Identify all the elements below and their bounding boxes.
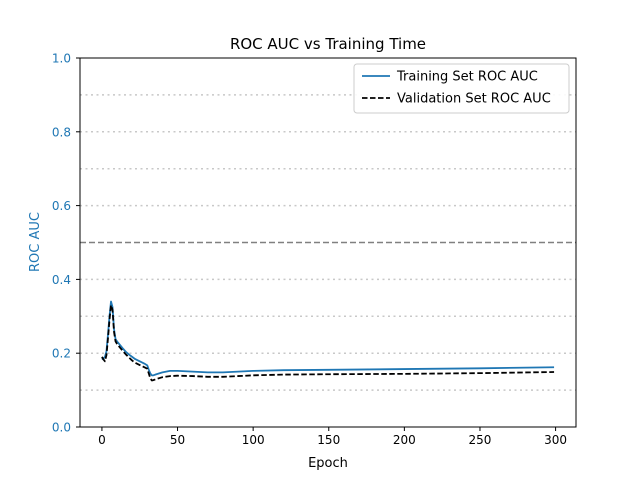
series-line-validation: [101, 304, 555, 382]
y-tick-label: 0.4: [52, 273, 71, 287]
y-tick-label: 0.2: [52, 347, 71, 361]
legend-label-training: Training Set ROC AUC: [396, 70, 538, 85]
grid-lines: [80, 94, 576, 391]
legend-label-validation: Validation Set ROC AUC: [397, 92, 551, 107]
y-tick-label: 0.0: [52, 421, 71, 435]
y-tick-label: 0.6: [52, 199, 71, 213]
plot-frame: [79, 57, 577, 428]
y-tick-label: 1.0: [52, 52, 71, 66]
legend: Training Set ROC AUC Validation Set ROC …: [353, 63, 570, 114]
x-tick-label: 0: [98, 433, 106, 447]
x-tick-label: 150: [317, 433, 340, 447]
y-axis-label: ROC AUC: [28, 212, 43, 272]
x-axis-label: Epoch: [308, 456, 348, 471]
series-line-training: [101, 300, 555, 377]
x-axis-ticks: 0 50 100 150 200 250 300: [98, 427, 567, 447]
x-tick-label: 50: [170, 433, 185, 447]
x-tick-label: 100: [242, 433, 265, 447]
x-tick-label: 300: [544, 433, 567, 447]
chart-title: ROC AUC vs Training Time: [230, 35, 426, 53]
x-tick-label: 250: [469, 433, 492, 447]
series-layer: [101, 300, 555, 382]
x-tick-label: 200: [393, 433, 416, 447]
y-tick-label: 0.8: [52, 125, 71, 139]
legend-box: [353, 63, 570, 114]
y-axis-ticks: 0.0 0.2 0.4 0.6 0.8 1.0: [52, 52, 80, 435]
